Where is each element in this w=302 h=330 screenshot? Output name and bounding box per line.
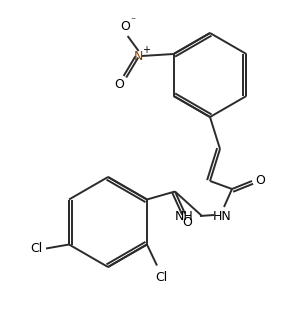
Text: NH: NH [175,211,193,223]
Text: +: + [142,45,149,55]
Text: Cl: Cl [155,271,167,284]
Text: ⁻: ⁻ [130,16,135,26]
Text: O: O [121,20,130,34]
Text: N: N [134,50,143,62]
Text: O: O [115,79,124,91]
Text: O: O [255,174,265,186]
Text: HN: HN [213,210,231,222]
Text: Cl: Cl [30,242,42,255]
Text: O: O [182,216,192,229]
